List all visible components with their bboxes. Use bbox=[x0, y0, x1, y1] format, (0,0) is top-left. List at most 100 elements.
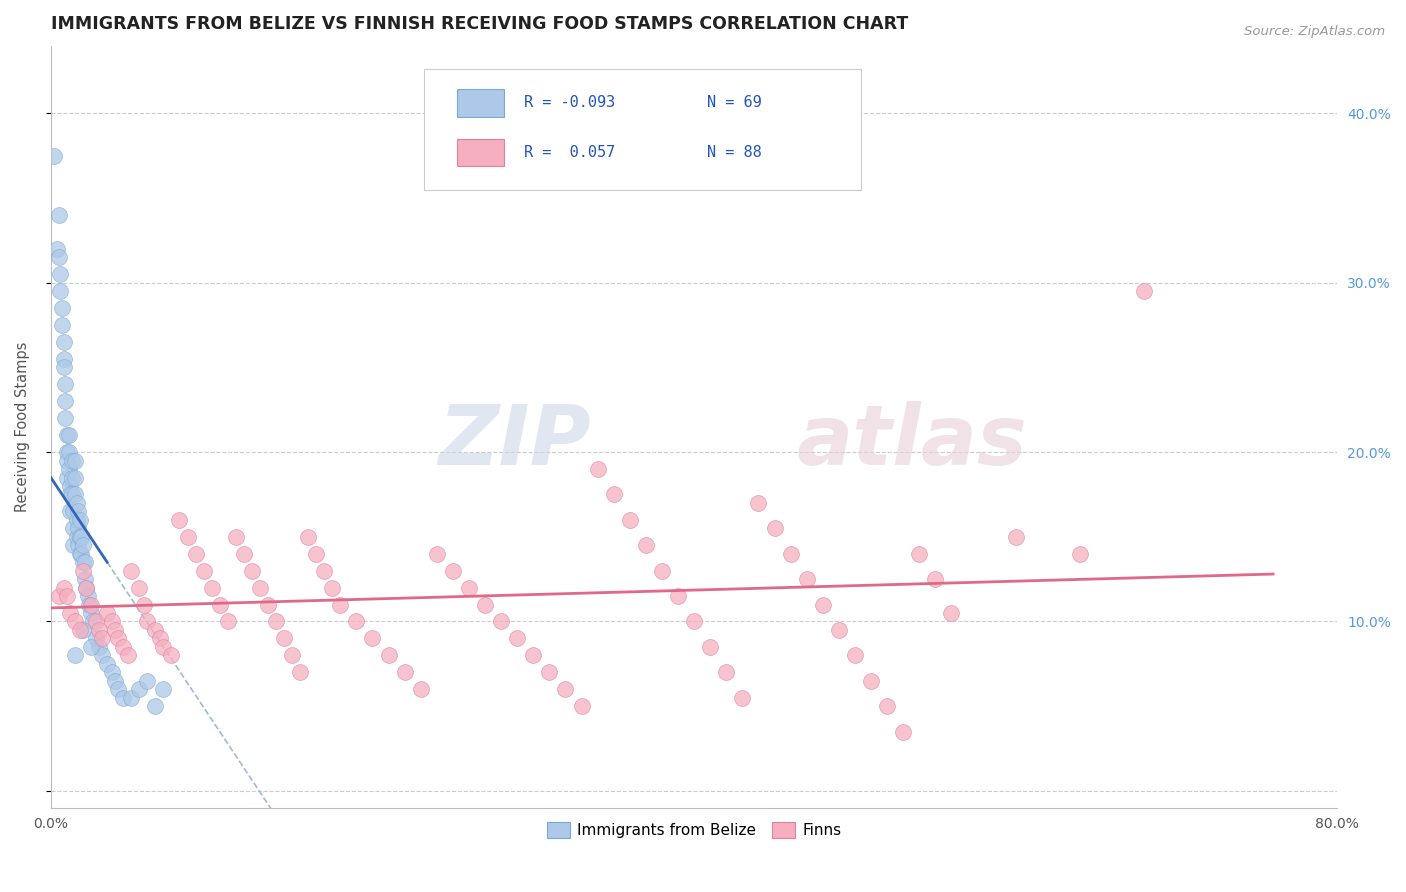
Point bbox=[305, 547, 328, 561]
Text: N = 69: N = 69 bbox=[707, 95, 762, 111]
Point bbox=[65, 530, 87, 544]
Point bbox=[474, 598, 496, 612]
Point bbox=[72, 623, 94, 637]
Point bbox=[225, 530, 247, 544]
Point bbox=[120, 690, 142, 705]
Point bbox=[96, 657, 118, 671]
Point bbox=[104, 673, 127, 688]
Point bbox=[52, 360, 75, 375]
Point bbox=[828, 623, 851, 637]
FancyBboxPatch shape bbox=[425, 69, 862, 191]
Point bbox=[716, 665, 738, 680]
Point bbox=[120, 564, 142, 578]
Point bbox=[53, 394, 76, 409]
Point bbox=[69, 513, 91, 527]
Point bbox=[63, 487, 86, 501]
Point bbox=[84, 615, 107, 629]
Point bbox=[779, 547, 801, 561]
Point bbox=[72, 564, 94, 578]
Point bbox=[60, 453, 83, 467]
Point bbox=[63, 453, 86, 467]
Point bbox=[91, 648, 114, 663]
Point bbox=[441, 564, 464, 578]
Point bbox=[666, 589, 689, 603]
Point bbox=[73, 572, 96, 586]
Point bbox=[75, 581, 97, 595]
Point bbox=[76, 589, 98, 603]
Point bbox=[117, 648, 139, 663]
Point bbox=[58, 428, 80, 442]
Point bbox=[112, 640, 135, 654]
Point bbox=[1069, 547, 1091, 561]
Point bbox=[70, 547, 93, 561]
Point bbox=[619, 513, 641, 527]
Point bbox=[80, 640, 103, 654]
Point bbox=[69, 530, 91, 544]
Point bbox=[1004, 530, 1026, 544]
Point bbox=[42, 149, 65, 163]
Point bbox=[321, 581, 343, 595]
Point bbox=[52, 334, 75, 349]
Point bbox=[67, 521, 90, 535]
Point bbox=[329, 598, 352, 612]
Text: R =  0.057: R = 0.057 bbox=[524, 145, 616, 160]
Point bbox=[59, 487, 82, 501]
Point bbox=[96, 606, 118, 620]
Point bbox=[651, 564, 673, 578]
Point bbox=[128, 682, 150, 697]
Point bbox=[58, 445, 80, 459]
Point bbox=[136, 673, 159, 688]
Point bbox=[176, 530, 198, 544]
Point bbox=[314, 564, 336, 578]
Point bbox=[128, 581, 150, 595]
Point bbox=[506, 632, 529, 646]
Point bbox=[699, 640, 721, 654]
Point bbox=[683, 615, 706, 629]
Point bbox=[112, 690, 135, 705]
Point bbox=[634, 538, 657, 552]
Point bbox=[522, 648, 544, 663]
Text: atlas: atlas bbox=[797, 401, 1028, 483]
Point bbox=[538, 665, 561, 680]
Point bbox=[70, 530, 93, 544]
Point bbox=[217, 615, 239, 629]
Point bbox=[63, 648, 86, 663]
Point bbox=[232, 547, 254, 561]
Point bbox=[84, 632, 107, 646]
Point bbox=[924, 572, 946, 586]
Point bbox=[844, 648, 866, 663]
Point bbox=[184, 547, 207, 561]
Point bbox=[52, 581, 75, 595]
Point bbox=[152, 640, 174, 654]
FancyBboxPatch shape bbox=[457, 138, 503, 166]
Point bbox=[281, 648, 304, 663]
Point bbox=[763, 521, 786, 535]
Point bbox=[426, 547, 449, 561]
Point bbox=[60, 487, 83, 501]
Point bbox=[876, 699, 898, 714]
Point bbox=[48, 589, 70, 603]
Y-axis label: Receiving Food Stamps: Receiving Food Stamps bbox=[15, 342, 30, 512]
Point bbox=[51, 301, 73, 315]
Point bbox=[59, 504, 82, 518]
Point bbox=[58, 462, 80, 476]
Point bbox=[409, 682, 432, 697]
Point bbox=[273, 632, 295, 646]
Point bbox=[288, 665, 311, 680]
Point bbox=[264, 615, 287, 629]
Point bbox=[941, 606, 963, 620]
Point bbox=[63, 615, 86, 629]
Point bbox=[80, 598, 103, 612]
Point bbox=[56, 589, 79, 603]
Point bbox=[104, 623, 127, 637]
Point bbox=[53, 411, 76, 425]
Point bbox=[208, 598, 231, 612]
Point bbox=[602, 487, 624, 501]
Text: ZIP: ZIP bbox=[439, 401, 591, 483]
Point bbox=[145, 623, 167, 637]
Point bbox=[65, 513, 87, 527]
Point bbox=[1133, 284, 1156, 298]
Point bbox=[49, 268, 72, 282]
Point bbox=[361, 632, 384, 646]
Point bbox=[65, 496, 87, 510]
